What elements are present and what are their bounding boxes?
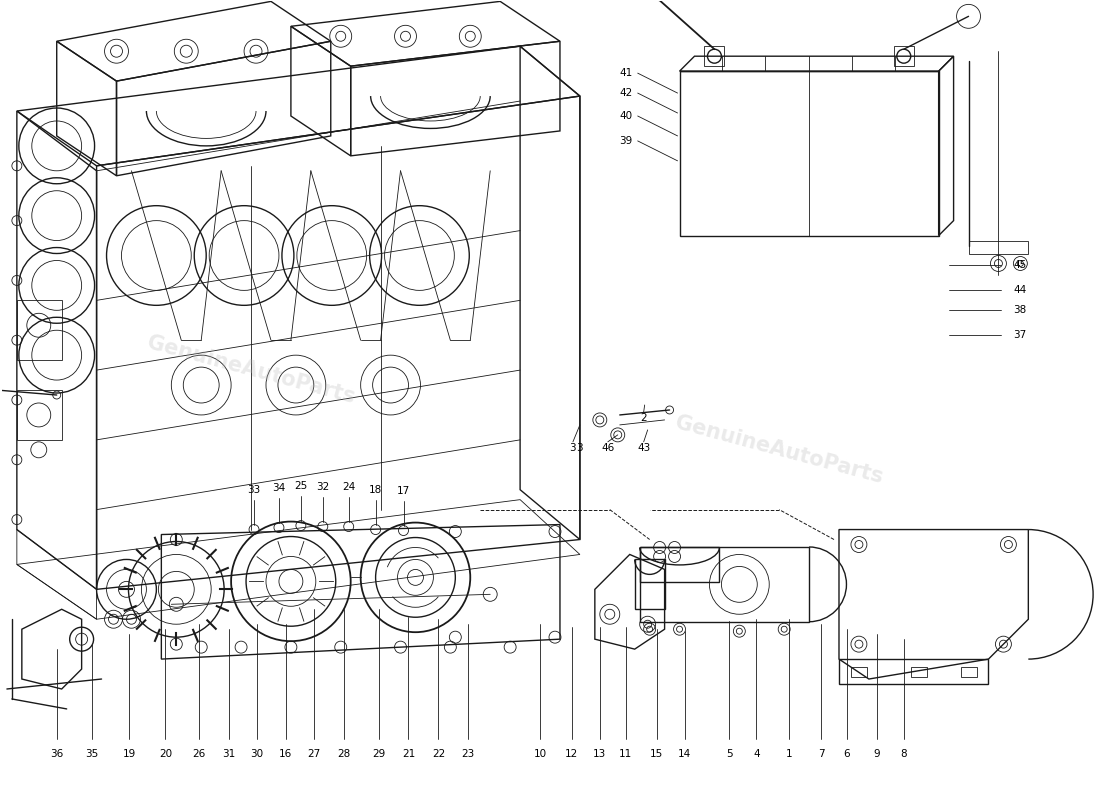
Text: 31: 31 [222,749,235,758]
Bar [894,46,914,66]
Text: 21: 21 [402,749,415,758]
Text: 6: 6 [844,749,850,758]
Text: 4: 4 [754,749,760,758]
Text: 13: 13 [593,749,606,758]
Bar [16,300,62,360]
Bar [635,559,664,610]
Text: 19: 19 [123,749,136,758]
Text: GenuineAutoParts: GenuineAutoParts [145,333,358,407]
Text: 11: 11 [619,749,632,758]
Bar [640,547,719,582]
Bar [680,71,938,235]
Text: 39: 39 [619,136,632,146]
Text: 18: 18 [368,485,382,494]
Text: 3: 3 [576,443,583,453]
Text: 37: 37 [1013,330,1026,340]
Bar [16,390,62,440]
Text: 35: 35 [85,749,98,758]
Text: 25: 25 [294,481,308,490]
Text: 7: 7 [817,749,824,758]
Bar [640,547,810,622]
Bar [704,46,725,66]
Text: 9: 9 [873,749,880,758]
Text: 14: 14 [678,749,691,758]
Text: 2: 2 [640,413,647,423]
Text: 30: 30 [251,749,264,758]
Text: 40: 40 [619,111,632,121]
Text: 15: 15 [650,749,663,758]
Text: 32: 32 [316,482,329,492]
Text: 41: 41 [619,68,632,78]
Text: 36: 36 [51,749,64,758]
Text: 24: 24 [342,482,355,492]
Text: 3: 3 [570,443,576,453]
Text: 16: 16 [279,749,293,758]
Text: 27: 27 [307,749,320,758]
Text: 17: 17 [397,486,410,496]
Text: 38: 38 [1013,306,1026,315]
Text: 44: 44 [1013,286,1026,295]
Bar [911,667,926,677]
Bar [851,667,867,677]
Text: 33: 33 [248,485,261,494]
Text: GenuineAutoParts: GenuineAutoParts [673,413,886,487]
Text: 26: 26 [192,749,206,758]
Text: 22: 22 [432,749,446,758]
Text: 8: 8 [901,749,908,758]
Text: 34: 34 [273,482,286,493]
Text: 28: 28 [337,749,350,758]
Text: 43: 43 [637,443,650,453]
Text: 45: 45 [1013,261,1026,270]
Text: 42: 42 [619,88,632,98]
Text: 12: 12 [565,749,579,758]
Text: 10: 10 [534,749,547,758]
Text: 20: 20 [158,749,172,758]
Text: 46: 46 [602,443,615,453]
Text: 1: 1 [785,749,792,758]
Text: 29: 29 [372,749,385,758]
Text: 5: 5 [726,749,733,758]
Text: 23: 23 [462,749,475,758]
Bar [960,667,977,677]
